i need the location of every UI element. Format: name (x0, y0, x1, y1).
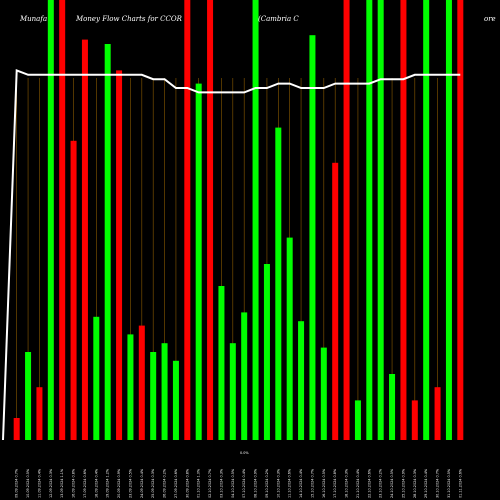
money-flow-bar (377, 0, 384, 440)
money-flow-bar (138, 325, 145, 440)
x-tick-label: 18.10.2024 0.3% (345, 468, 349, 498)
money-flow-bar (184, 0, 191, 440)
money-flow-bar (218, 286, 225, 440)
x-tick-label: 18.09.2024 0.4% (94, 468, 98, 498)
money-flow-bar (354, 400, 361, 440)
x-tick-label: 17.09.2024 0.6% (83, 468, 87, 498)
x-tick-label: 24.10.2024 0.5% (390, 468, 394, 498)
money-flow-bar (366, 0, 373, 440)
x-tick-label: 17.10.2024 0.8% (333, 468, 337, 498)
x-tick-label: 13.09.2024 1.1% (60, 468, 64, 498)
chart-title-left: Munafa (19, 15, 47, 23)
x-tick-label: 25.10.2024 0.9% (401, 468, 405, 498)
money-flow-bar (332, 162, 339, 441)
money-flow-bar (81, 39, 88, 440)
x-tick-label: 24.09.2024 0.4% (140, 468, 144, 498)
x-mid-label: 0.0% (240, 451, 249, 455)
x-tick-label: 04.10.2024 0.5% (231, 468, 235, 498)
x-tick-label: 08.10.2024 0.9% (254, 468, 258, 498)
x-tick-label: 23.10.2024 0.2% (379, 468, 383, 498)
money-flow-bar (252, 0, 259, 440)
x-tick-label: 02.10.2024 0.7% (208, 468, 212, 498)
x-tick-label: 09.09.2024 0.7% (15, 468, 19, 498)
x-tick-label: 25.09.2024 0.3% (151, 468, 155, 498)
money-flow-bar (161, 343, 168, 440)
x-tick-label: 31.10.2024 0.5% (447, 468, 451, 498)
money-flow-bar (434, 387, 441, 440)
chart-bars (13, 0, 464, 441)
money-flow-bar (172, 360, 179, 440)
money-flow-bar (59, 0, 66, 440)
money-flow-bar (104, 44, 111, 440)
x-tick-label: 16.10.2024 0.5% (322, 468, 326, 498)
money-flow-line (2, 68, 461, 441)
money-flow-bar (263, 264, 270, 440)
x-tick-label: 07.10.2024 0.4% (242, 468, 246, 498)
x-tick-label: 11.09.2024 0.4% (37, 468, 41, 498)
x-tick-label: 19.09.2024 1.2% (106, 468, 110, 498)
money-flow-bar (241, 312, 248, 440)
money-flow-bar (47, 0, 54, 440)
x-tick-label: 03.10.2024 0.3% (219, 468, 223, 498)
money-flow-bar (423, 0, 430, 440)
x-tick-label: 20.09.2024 0.9% (117, 468, 121, 498)
x-tick-label: 10.09.2024 0.5% (26, 468, 30, 498)
money-flow-bar (36, 387, 43, 440)
x-tick-label: 28.10.2024 0.3% (413, 468, 417, 498)
x-tick-label: 14.10.2024 0.4% (299, 468, 303, 498)
money-flow-bar (70, 140, 77, 441)
money-flow-bar (127, 334, 134, 440)
chart-tick-labels: 09.09.2024 0.7% 10.09.2024 0.5% 11.09.2024… (15, 468, 463, 498)
x-tick-label: 27.09.2024 0.6% (174, 468, 178, 498)
x-tick-label: 21.10.2024 0.4% (356, 468, 360, 498)
x-tick-label: 16.09.2024 0.8% (72, 468, 76, 498)
money-flow-bar (286, 237, 293, 440)
x-tick-label: 09.10.2024 0.2% (265, 468, 269, 498)
money-flow-bar (229, 343, 236, 440)
money-flow-bar (13, 418, 20, 440)
money-flow-bar (275, 127, 282, 440)
money-flow-bar (411, 400, 418, 440)
money-flow-bar (389, 374, 396, 440)
x-tick-label: 01.10.2024 1.0% (197, 468, 201, 498)
money-flow-bar (320, 347, 327, 440)
x-tick-label: 22.10.2024 0.6% (367, 468, 371, 498)
money-flow-bar (93, 316, 100, 440)
money-flow-bar (343, 0, 350, 440)
money-flow-bar (25, 352, 32, 440)
x-tick-label: 11.10.2024 0.6% (288, 468, 292, 498)
money-flow-bar (400, 0, 407, 440)
money-flow-bar (445, 0, 452, 440)
x-tick-label: 01.11.2024 0.6% (458, 468, 462, 498)
money-flow-bar (457, 0, 464, 440)
chart-lines (2, 68, 461, 441)
x-tick-label: 15.10.2024 0.7% (310, 468, 314, 498)
money-flow-bar (298, 321, 305, 440)
x-tick-label: 29.10.2024 0.4% (424, 468, 428, 498)
money-flow-bar (116, 70, 123, 441)
money-flow-bar (150, 352, 157, 440)
money-flow-bar (309, 35, 316, 440)
chart-title-right: (Cambria C (258, 15, 299, 23)
chart-title: Money Flow Charts for CCOR (75, 15, 183, 23)
money-flow-bar (195, 83, 202, 440)
chart-title-far-right: ore (484, 15, 496, 23)
x-tick-label: 26.09.2024 0.2% (163, 468, 167, 498)
x-tick-label: 30.10.2024 0.7% (436, 468, 440, 498)
x-tick-label: 23.09.2024 0.5% (128, 468, 132, 498)
money-flow-bar (207, 0, 214, 440)
x-tick-label: 12.09.2024 0.3% (49, 468, 53, 498)
x-tick-label: 30.09.2024 0.8% (185, 468, 189, 498)
x-tick-label: 10.10.2024 0.3% (276, 468, 280, 498)
